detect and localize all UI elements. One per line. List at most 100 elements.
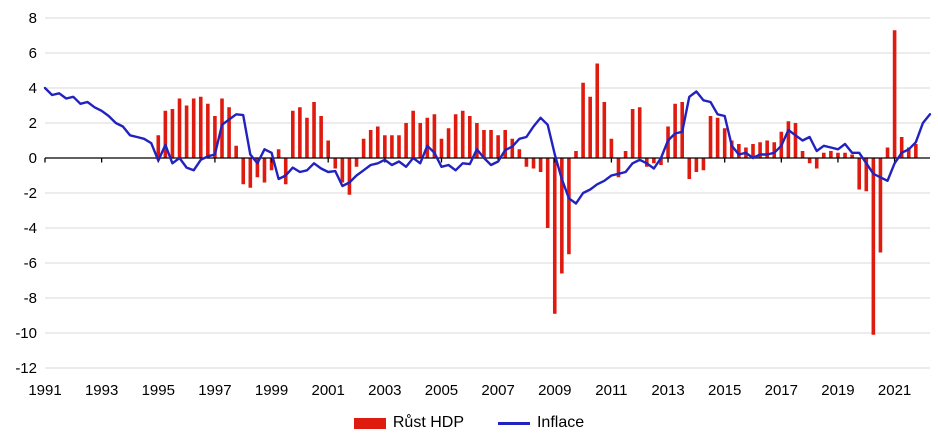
gdp-bar bbox=[906, 147, 911, 158]
x-tick-label: 2001 bbox=[312, 382, 345, 399]
gdp-bar bbox=[298, 107, 302, 158]
gdp-bar bbox=[588, 96, 592, 158]
gdp-bar bbox=[198, 96, 203, 158]
gdp-bar bbox=[276, 149, 281, 158]
chart-legend: Růst HDP Inflace bbox=[0, 414, 938, 432]
gdp-bar bbox=[432, 114, 437, 158]
gridlines bbox=[45, 17, 930, 369]
gdp-bar bbox=[248, 158, 253, 188]
gdp-bar bbox=[305, 117, 309, 158]
gdp-bar bbox=[524, 158, 529, 167]
gdp-bar bbox=[687, 158, 692, 179]
gdp-bar bbox=[545, 158, 550, 228]
legend-item-inflation: Inflace bbox=[497, 414, 584, 432]
gdp-bar bbox=[184, 105, 189, 158]
gdp-bar bbox=[822, 152, 826, 158]
gdp-bar bbox=[850, 154, 854, 158]
gdp-bar bbox=[574, 151, 578, 158]
gdp-bar bbox=[312, 102, 316, 158]
gdp-bar bbox=[567, 158, 571, 255]
y-tick-label: 4 bbox=[29, 80, 37, 97]
gdp-bar bbox=[694, 158, 699, 172]
x-tick-label: 2019 bbox=[821, 382, 854, 399]
y-tick-label: -8 bbox=[24, 290, 37, 307]
x-axis-labels: 1991 1993 1995 1997 1999 2001 2003 2005 2007 2009… bbox=[28, 382, 911, 399]
y-tick-label: -2 bbox=[24, 185, 37, 202]
gdp-bar bbox=[814, 158, 819, 169]
y-tick-label: 6 bbox=[29, 45, 37, 62]
x-tick-label: 2003 bbox=[368, 382, 401, 399]
y-tick-label: -6 bbox=[24, 255, 37, 272]
x-tick-label: 1999 bbox=[255, 382, 288, 399]
gdp-bar bbox=[361, 138, 366, 158]
gdp-bar bbox=[482, 130, 486, 158]
gdp-bar bbox=[737, 144, 741, 158]
gdp-legend-label: Růst HDP bbox=[392, 414, 464, 431]
gdp-bar bbox=[892, 30, 897, 158]
gdp-bar bbox=[269, 158, 274, 171]
gdp-bar bbox=[616, 158, 621, 178]
gdp-bar bbox=[864, 158, 869, 192]
gdp-bar bbox=[163, 110, 168, 158]
gdp-bar bbox=[659, 158, 663, 165]
gdp-bar bbox=[191, 98, 196, 158]
gdp-bar bbox=[170, 109, 175, 158]
gdp-bar bbox=[708, 116, 713, 158]
gdp-bar bbox=[213, 116, 217, 158]
x-tick-label: 1995 bbox=[142, 382, 175, 399]
gdp-bar bbox=[595, 63, 600, 158]
gdp-bar bbox=[489, 130, 493, 158]
inflation-line-swatch-icon bbox=[497, 421, 530, 425]
gdp-bar bbox=[439, 138, 444, 158]
gdp-bar bbox=[751, 144, 755, 158]
gdp-bar bbox=[333, 158, 338, 169]
gdp-bars bbox=[156, 30, 918, 335]
gdp-bar bbox=[255, 158, 260, 178]
gdp-bar bbox=[517, 149, 522, 158]
gdp-bar bbox=[701, 158, 706, 171]
gdp-bar bbox=[460, 110, 465, 158]
gdp-bar bbox=[375, 126, 380, 158]
x-tick-label: 2011 bbox=[595, 382, 627, 399]
x-tick-label: 1997 bbox=[198, 382, 231, 399]
gdp-bar bbox=[453, 114, 458, 158]
x-tick-label: 1991 bbox=[28, 382, 61, 399]
gdp-bar bbox=[652, 158, 656, 164]
gdp-bar bbox=[156, 135, 161, 158]
gdp-bar bbox=[914, 144, 918, 158]
gdp-bar bbox=[715, 117, 720, 158]
gdp-bar bbox=[552, 158, 557, 314]
gdp-bar bbox=[793, 123, 798, 158]
y-tick-label: -10 bbox=[15, 325, 37, 342]
gdp-bar bbox=[446, 128, 451, 158]
gdp-bar bbox=[411, 110, 415, 158]
gdp-bar bbox=[340, 158, 345, 183]
gdp-bar bbox=[468, 116, 472, 158]
gdp-bar bbox=[291, 110, 295, 158]
y-tick-label: 0 bbox=[29, 150, 37, 167]
gdp-bar bbox=[397, 135, 401, 158]
x-tick-label: 2009 bbox=[538, 382, 571, 399]
inflation-line bbox=[43, 86, 932, 205]
x-tick-label: 1993 bbox=[85, 382, 118, 399]
gdp-bar bbox=[673, 103, 677, 158]
gdp-bar bbox=[538, 158, 543, 172]
gdp-bar bbox=[829, 151, 833, 158]
gdp-bar bbox=[765, 140, 769, 158]
gdp-bar bbox=[623, 151, 628, 158]
gdp-bar bbox=[772, 142, 777, 158]
gdp-bar bbox=[347, 158, 352, 195]
x-tick-label: 2007 bbox=[481, 382, 514, 399]
gdp-bar bbox=[326, 140, 330, 158]
gdp-bar bbox=[786, 121, 791, 158]
gdp-bar bbox=[602, 102, 607, 158]
gdp-bar bbox=[609, 138, 614, 158]
gdp-bar bbox=[885, 147, 890, 158]
gdp-bar-swatch-icon bbox=[353, 417, 386, 429]
gdp-bar bbox=[630, 109, 635, 158]
gdp-bar bbox=[241, 158, 246, 185]
y-tick-label: -4 bbox=[24, 220, 37, 237]
gdp-bar bbox=[503, 130, 507, 158]
gdp-bar bbox=[227, 107, 231, 158]
